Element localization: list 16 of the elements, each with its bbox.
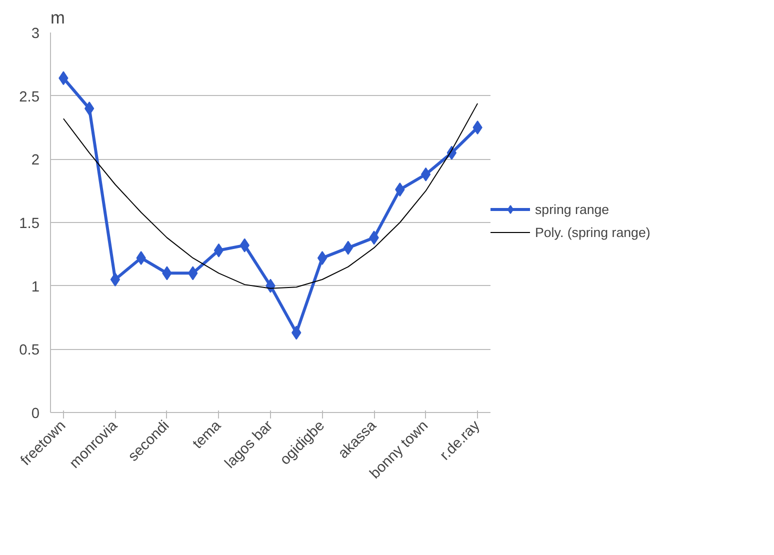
point <box>84 102 94 116</box>
y-tick-label: 0.5 <box>19 342 40 359</box>
y-tick-label: 1 <box>31 279 40 296</box>
point <box>472 120 482 134</box>
y-tick-label: 3 <box>31 26 40 42</box>
point <box>110 272 120 286</box>
point <box>214 243 224 258</box>
legend-label: spring range <box>535 202 610 216</box>
y-tick-label: 2 <box>31 152 40 169</box>
y-tick-label: 0 <box>31 406 40 422</box>
legend-label: Poly. (spring range) <box>535 224 650 240</box>
point <box>317 250 328 265</box>
y-tick-label: 1.5 <box>19 216 40 232</box>
y-tick-label: 2.5 <box>19 89 40 106</box>
y-axis-title: m <box>50 8 65 28</box>
point <box>420 167 431 182</box>
